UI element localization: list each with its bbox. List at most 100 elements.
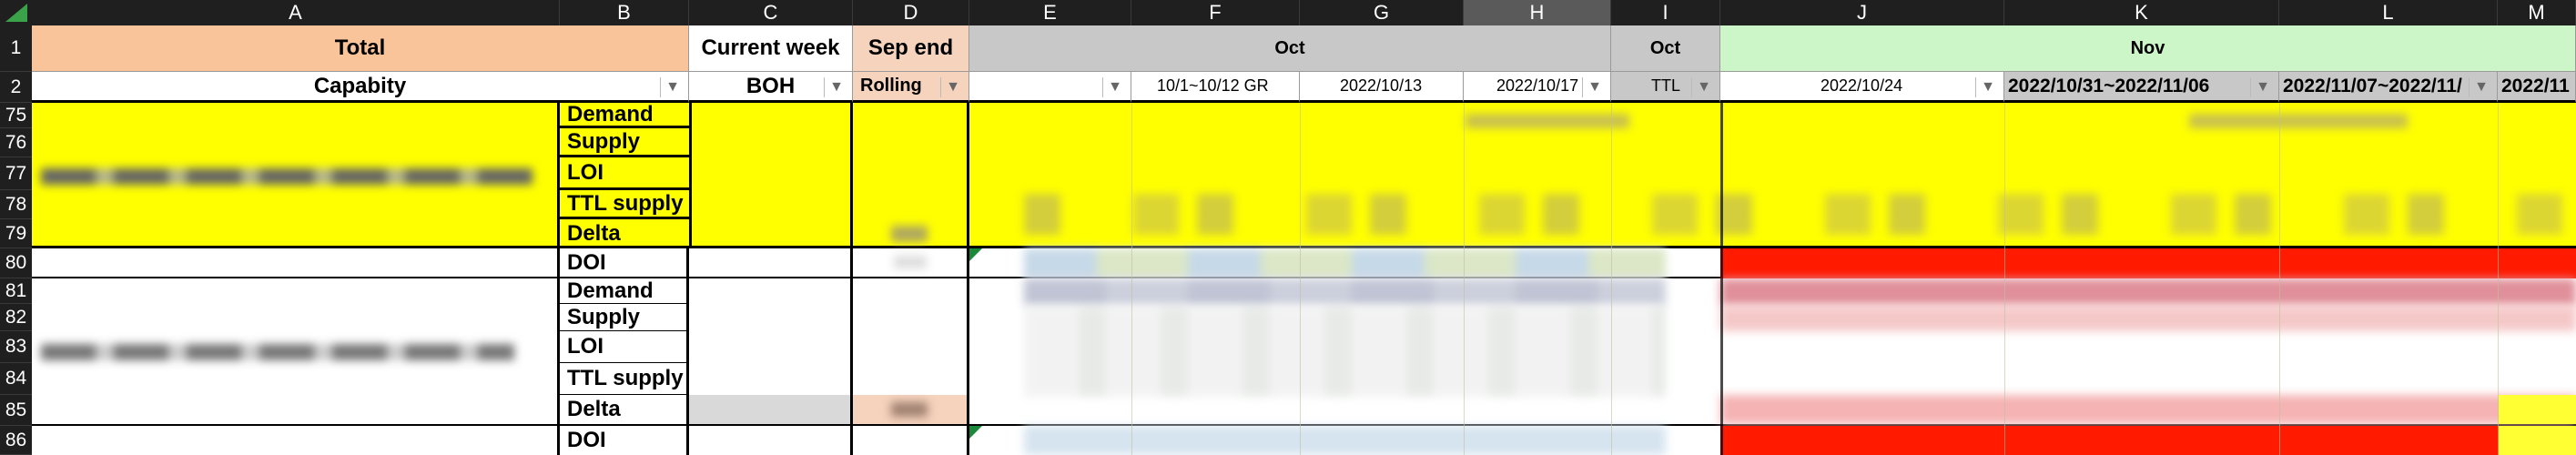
block1-labels: Demand Supply LOI TTL supply Delta [560, 103, 689, 248]
label-demand[interactable]: Demand [560, 278, 686, 304]
f-filter-cell[interactable]: 10/1~10/12 GR [1131, 72, 1300, 103]
row86-a[interactable] [32, 426, 560, 455]
label-ttl-supply[interactable]: TTL supply [560, 363, 686, 395]
label-ttl-supply[interactable]: TTL supply [560, 190, 689, 219]
redacted-values [1465, 114, 1629, 128]
l-filter-cell[interactable]: 2022/11/07~2022/11/ ▼ [2279, 72, 2498, 103]
col-header-k[interactable]: K [2004, 0, 2279, 25]
filter-dropdown-icon[interactable]: ▼ [660, 77, 685, 97]
row-header-81[interactable]: 81 [0, 278, 32, 304]
block1-data-area[interactable] [969, 103, 2576, 248]
row-header-80[interactable]: 80 [0, 248, 32, 278]
row80-d[interactable] [853, 248, 969, 278]
col-header-j[interactable]: J [1720, 0, 2004, 25]
label-loi[interactable]: LOI [560, 331, 686, 363]
current-week-header-cell[interactable]: Current week [689, 25, 853, 72]
capability-header-cell[interactable]: Capabity ▼ [32, 72, 689, 103]
corner-triangle-icon [5, 4, 27, 22]
block2-name-cell[interactable] [32, 278, 560, 426]
i-filter-label: TTL [1651, 76, 1681, 95]
col-header-g[interactable]: G [1300, 0, 1464, 25]
redacted-values [1720, 395, 2576, 424]
col-header-l[interactable]: L [2279, 0, 2498, 25]
block2-rolling-cell[interactable] [853, 278, 969, 426]
filter-dropdown-icon[interactable]: ▼ [940, 77, 965, 97]
row80-data[interactable] [969, 248, 2576, 278]
row-header-76[interactable]: 76 [0, 128, 32, 157]
col-header-e[interactable]: E [969, 0, 1131, 25]
block1-boh-cell[interactable] [689, 103, 853, 248]
row-header-83[interactable]: 83 [0, 331, 32, 363]
label-doi-2[interactable]: DOI [560, 426, 689, 455]
m-filter-cell[interactable]: 2022/11 [2498, 72, 2576, 103]
col-header-f[interactable]: F [1131, 0, 1300, 25]
oct-ttl-header-cell[interactable]: Oct [1611, 25, 1720, 72]
label-delta[interactable]: Delta [567, 221, 621, 246]
row-header-82[interactable]: 82 [0, 304, 32, 331]
i-filter-cell[interactable]: TTL ▼ [1611, 72, 1720, 103]
col-header-d[interactable]: D [853, 0, 969, 25]
boh-header-cell[interactable]: BOH ▼ [689, 72, 853, 103]
col-line [1131, 103, 1132, 455]
nov-group-header-cell[interactable]: Nov [1720, 25, 2576, 72]
doi-red-band [1720, 426, 2576, 455]
select-all-corner[interactable] [0, 0, 32, 25]
row-header-75[interactable]: 75 [0, 103, 32, 128]
h-filter-cell[interactable]: 2022/10/17 ▼ [1464, 72, 1611, 103]
redacted-values [1024, 426, 1666, 455]
sep-end-header-cell[interactable]: Sep end [853, 25, 969, 72]
row86-data[interactable] [969, 426, 2576, 455]
col-header-m[interactable]: M [2498, 0, 2576, 25]
filter-dropdown-icon[interactable]: ▼ [2250, 77, 2275, 97]
label-loi[interactable]: LOI [560, 157, 689, 190]
filter-dropdown-icon[interactable]: ▼ [1102, 77, 1127, 97]
filter-dropdown-icon[interactable]: ▼ [1975, 77, 2000, 97]
j-filter-cell[interactable]: 2022/10/24 ▼ [1720, 72, 2004, 103]
row-header-85[interactable]: 85 [0, 395, 32, 426]
label-supply[interactable]: Supply [560, 304, 686, 331]
e-filter-cell[interactable]: ▼ [969, 72, 1131, 103]
label-demand[interactable]: Demand [560, 103, 689, 128]
col-header-a[interactable]: A [32, 0, 560, 25]
row86-d[interactable] [853, 426, 969, 455]
boh-delta-gray [689, 395, 850, 424]
redacted-values [1720, 278, 2576, 306]
label-delta[interactable]: Delta [560, 395, 686, 426]
col-header-b[interactable]: B [560, 0, 689, 25]
block1-rolling-cell[interactable] [853, 103, 969, 248]
filter-dropdown-icon[interactable]: ▼ [1691, 77, 1716, 97]
redacted-values [1024, 306, 1666, 397]
g-filter-label: 2022/10/13 [1340, 76, 1423, 95]
redacted-value [891, 226, 928, 242]
row80-c[interactable] [689, 248, 853, 278]
col-header-i[interactable]: I [1611, 0, 1720, 25]
col-header-c[interactable]: C [689, 0, 853, 25]
row-header-77[interactable]: 77 [0, 157, 32, 190]
row-header-86[interactable]: 86 [0, 426, 32, 455]
rolling-header-cell[interactable]: Rolling ▼ [853, 72, 969, 103]
label-supply[interactable]: Supply [560, 128, 689, 157]
block2-boh-cell[interactable] [689, 278, 853, 426]
block2-data-area[interactable] [969, 278, 2576, 426]
row-header-84[interactable]: 84 [0, 363, 32, 395]
row86-c[interactable] [689, 426, 853, 455]
label-doi-1[interactable]: DOI [560, 248, 689, 278]
col-line [2498, 103, 2499, 455]
k-filter-cell[interactable]: 2022/10/31~2022/11/06 ▼ [2004, 72, 2279, 103]
row-header-2[interactable]: 2 [0, 72, 32, 103]
redacted-values [1024, 194, 2571, 235]
m-filter-label: 2022/11 [2501, 75, 2570, 96]
block1-name-cell[interactable] [32, 103, 560, 248]
filter-dropdown-icon[interactable]: ▼ [1582, 77, 1607, 97]
row-header-79[interactable]: 79 [0, 219, 32, 248]
filter-dropdown-icon[interactable]: ▼ [824, 77, 848, 97]
redacted-text [41, 168, 532, 185]
col-header-h[interactable]: H [1464, 0, 1611, 25]
filter-dropdown-icon[interactable]: ▼ [2469, 77, 2493, 97]
row-header-78[interactable]: 78 [0, 190, 32, 219]
oct-group-header-cell[interactable]: Oct [969, 25, 1611, 72]
row80-a[interactable] [32, 248, 560, 278]
row-header-1[interactable]: 1 [0, 25, 32, 72]
g-filter-cell[interactable]: 2022/10/13 [1300, 72, 1464, 103]
total-header-cell[interactable]: Total [32, 25, 689, 72]
